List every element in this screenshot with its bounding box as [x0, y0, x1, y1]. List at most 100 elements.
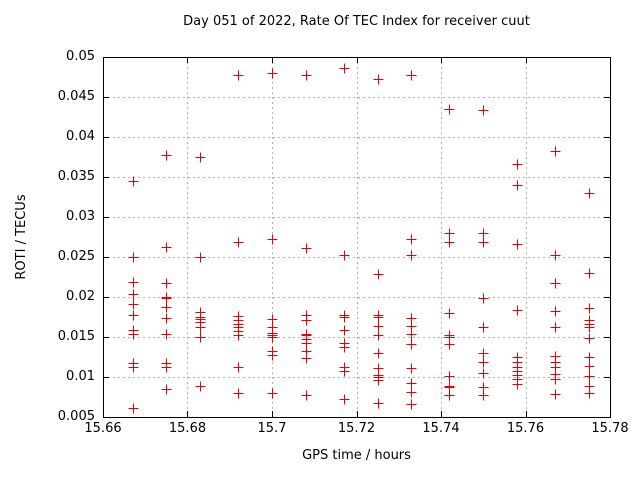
x-tick-label: 15.76 [506, 421, 545, 436]
y-tick-label: 0.025 [57, 249, 95, 264]
data-point [444, 390, 455, 401]
x-tick-label: 15.7 [257, 421, 287, 436]
data-point [267, 388, 278, 399]
data-point [584, 188, 595, 199]
data-point [550, 374, 561, 385]
data-point [128, 310, 139, 321]
data-point [233, 70, 244, 81]
data-point [584, 268, 595, 279]
data-point [373, 375, 384, 386]
data-point [406, 339, 417, 350]
y-tick-label: 0.03 [66, 209, 95, 224]
x-tick-label: 15.78 [591, 421, 629, 436]
data-point [478, 293, 489, 304]
data-point [478, 390, 489, 401]
data-point [233, 330, 244, 341]
data-point [161, 293, 172, 304]
data-point [195, 332, 206, 343]
data-point [478, 105, 489, 116]
data-point [550, 306, 561, 317]
data-point [161, 278, 172, 289]
data-point [584, 371, 595, 382]
data-point [339, 366, 350, 377]
y-tick-label: 0.035 [57, 169, 95, 184]
data-point [373, 398, 384, 409]
data-point [406, 363, 417, 374]
data-point [550, 278, 561, 289]
data-point [339, 325, 350, 336]
data-point [584, 303, 595, 314]
data-point [267, 234, 278, 245]
data-point [373, 269, 384, 280]
data-point [301, 315, 312, 326]
data-point [406, 234, 417, 245]
data-point [373, 321, 384, 332]
x-tick-label: 15.72 [337, 421, 376, 436]
data-point [339, 394, 350, 405]
y-tick-label: 0.04 [66, 129, 95, 144]
y-tick-label: 0.05 [66, 49, 95, 64]
data-point [444, 339, 455, 350]
data-point [550, 389, 561, 400]
data-point [478, 322, 489, 333]
data-point [195, 252, 206, 263]
y-tick-label: 0.01 [66, 369, 95, 384]
y-tick-label: 0.005 [57, 409, 95, 424]
y-tick-label: 0.045 [57, 89, 95, 104]
data-point [512, 305, 523, 316]
x-tick-label: 15.74 [422, 421, 460, 436]
data-point [373, 348, 384, 359]
data-point [478, 237, 489, 248]
data-point [301, 353, 312, 364]
data-point [584, 333, 595, 344]
data-point [406, 387, 417, 398]
data-point [128, 289, 139, 300]
data-point [406, 329, 417, 340]
data-point [161, 362, 172, 373]
data-point [195, 322, 206, 333]
data-point [233, 237, 244, 248]
data-point [478, 368, 489, 379]
data-point [373, 312, 384, 323]
data-point [339, 250, 350, 261]
data-point [128, 277, 139, 288]
data-point [550, 250, 561, 261]
data-point [373, 74, 384, 85]
data-point [161, 242, 172, 253]
data-point [267, 332, 278, 343]
data-point [444, 104, 455, 115]
data-point [301, 70, 312, 81]
x-axis-label: GPS time / hours [302, 448, 411, 463]
data-point [478, 348, 489, 359]
data-point [584, 361, 595, 372]
data-point [128, 299, 139, 310]
data-point [406, 399, 417, 410]
data-point [161, 302, 172, 313]
data-point [444, 371, 455, 382]
data-point [512, 239, 523, 250]
data-point [444, 308, 455, 319]
data-point [301, 390, 312, 401]
data-point [478, 357, 489, 368]
chart-title: Day 051 of 2022, Rate Of TEC Index for r… [183, 14, 530, 29]
data-point [233, 388, 244, 399]
data-point [195, 381, 206, 392]
data-point [301, 243, 312, 254]
y-tick-label: 0.02 [66, 289, 95, 304]
data-point [161, 329, 172, 340]
data-point [161, 384, 172, 395]
data-point [444, 237, 455, 248]
data-point [339, 342, 350, 353]
data-point [584, 388, 595, 399]
data-point [406, 250, 417, 261]
data-point [128, 176, 139, 187]
x-tick-label: 15.68 [168, 421, 207, 436]
data-point [233, 362, 244, 373]
data-point [161, 313, 172, 324]
data-point [339, 63, 350, 74]
y-tick-label: 0.015 [57, 329, 95, 344]
data-point [339, 312, 350, 323]
data-point [512, 180, 523, 191]
